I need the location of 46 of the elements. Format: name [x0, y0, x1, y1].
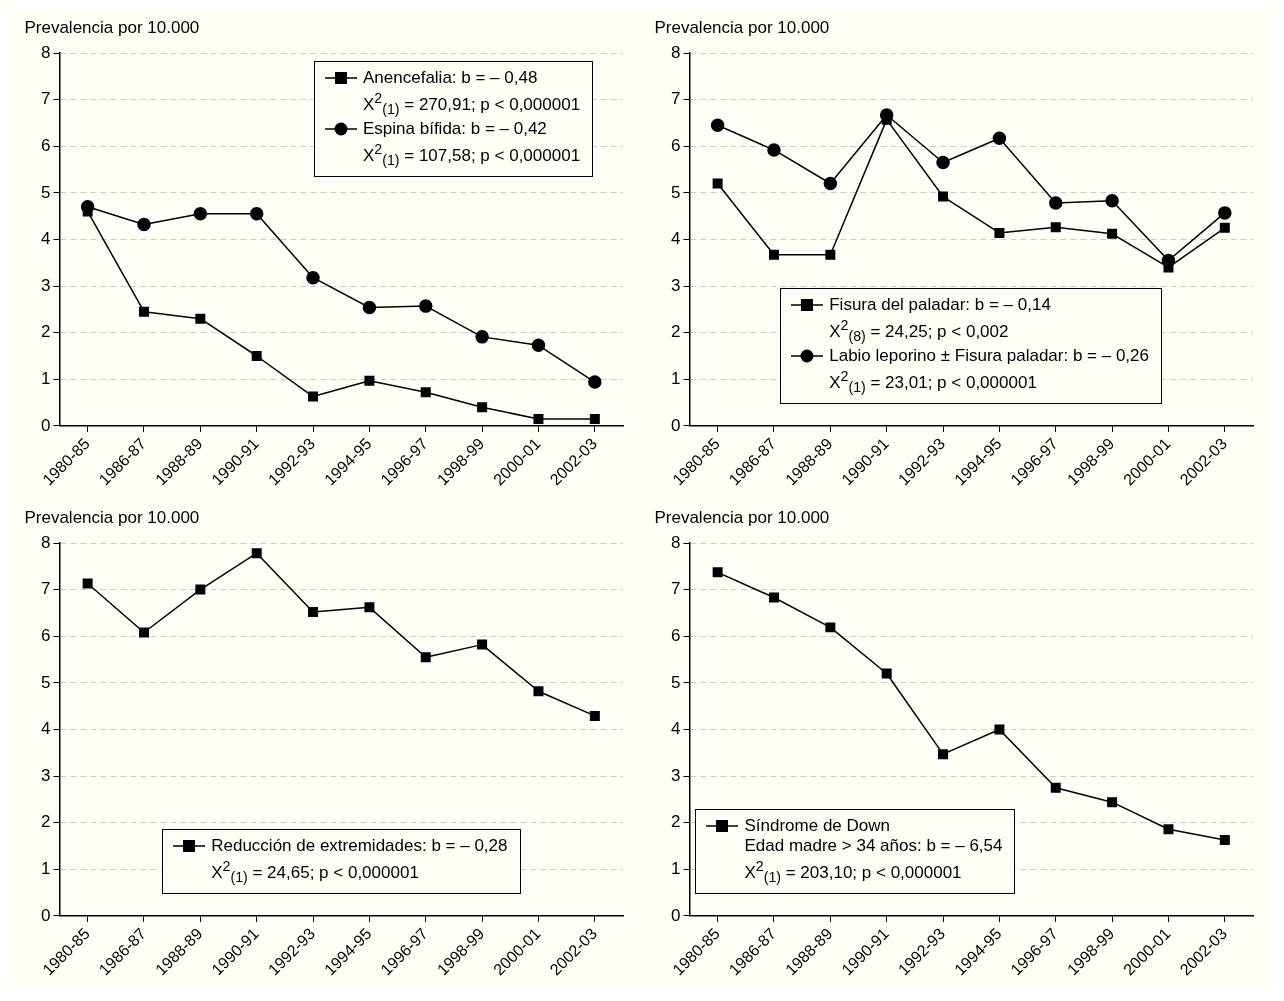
y-tick-label: 5 [40, 672, 51, 692]
y-tick-label: 1 [670, 368, 681, 388]
y-tick-label: 0 [670, 415, 681, 435]
y-tick-label: 8 [670, 532, 681, 552]
y-tick-label: 4 [670, 719, 681, 739]
y-tick-label: 7 [670, 89, 681, 109]
y-tick-label: 4 [40, 229, 51, 249]
y-tick-label: 7 [40, 579, 51, 599]
y-tick-label: 1 [40, 368, 51, 388]
y-tick-label: 6 [670, 135, 681, 155]
legend-label: Reducción de extremidades: b = – 0,28 X$^{2}$$_{(1)}$ = 24,65; p < 0,000001 [211, 835, 508, 887]
y-tick-label: 3 [670, 275, 681, 295]
y-tick-label: 6 [40, 135, 51, 155]
y-tick-label: 5 [40, 182, 51, 202]
y-tick-label: 4 [670, 229, 681, 249]
y-tick-label: 7 [40, 89, 51, 109]
y-tick-label: 0 [40, 905, 51, 925]
y-tick-label: 8 [40, 42, 51, 62]
y-tick-label: 5 [670, 182, 681, 202]
legend-label: Síndrome de Down Edad madre > 34 años: b = – 6,54 X$^{2}$$_{(1)}$ = 203,10; p < 0,000001 [744, 815, 1003, 887]
y-tick-label: 8 [40, 532, 51, 552]
y-tick-label: 2 [670, 812, 681, 832]
legend-label: Labio leporino ± Fisura paladar: b = – 0,26 X$^{2}$$_{(1)}$ = 23,01; p < 0,000001 [829, 345, 1150, 397]
y-tick-label: 8 [670, 42, 681, 62]
y-tick-label: 7 [670, 579, 681, 599]
y-tick-label: 1 [670, 858, 681, 878]
y-axis-title: Prevalencia por 10.000 [24, 18, 200, 38]
y-tick-label: 6 [670, 625, 681, 645]
y-tick-label: 2 [40, 812, 51, 832]
y-tick-label: 5 [670, 672, 681, 692]
y-tick-label: 4 [40, 719, 51, 739]
y-axis-title: Prevalencia por 10.000 [24, 508, 200, 528]
y-tick-label: 6 [40, 625, 51, 645]
legend-label: Anencefalia: b = – 0,48 X$^{2}$$_{(1)}$ = 270,91; p < 0,000001 [363, 68, 581, 120]
y-tick-label: 1 [40, 858, 51, 878]
y-tick-label: 2 [40, 322, 51, 342]
y-tick-label: 0 [670, 905, 681, 925]
y-tick-label: 3 [40, 275, 51, 295]
y-tick-label: 3 [40, 765, 51, 785]
legend-label: Espina bífida: b = – 0,42 X$^{2}$$_{(1)}$ = 107,58; p < 0,000001 [363, 119, 581, 171]
y-axis-title: Prevalencia por 10.000 [654, 18, 830, 38]
y-tick-label: 0 [40, 415, 51, 435]
legend-label: Fisura del paladar: b = – 0,14 X$^{2}$$_{(8)}$ = 24,25; p < 0,002 [829, 294, 1051, 346]
y-axis-title: Prevalencia por 10.000 [654, 508, 830, 528]
y-tick-label: 3 [670, 765, 681, 785]
y-tick-label: 2 [670, 322, 681, 342]
